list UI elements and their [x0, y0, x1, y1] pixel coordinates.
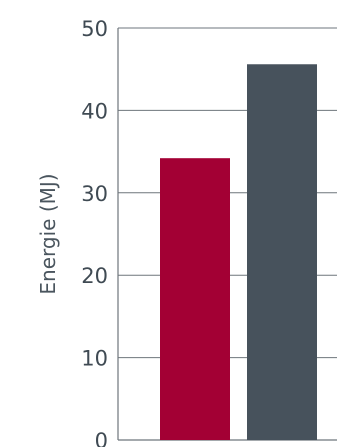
y-tick-label: 50: [81, 17, 108, 41]
bar-1: [160, 158, 230, 440]
y-axis-label: Energie (MJ): [36, 173, 60, 294]
y-tick-label: 0: [95, 429, 108, 447]
y-tick-label: 40: [81, 99, 108, 123]
y-tick-label: 30: [81, 182, 108, 206]
y-tick-label: 20: [81, 264, 108, 288]
bar-2: [247, 64, 317, 441]
y-tick-label: 10: [81, 347, 108, 371]
y-axis: 0 10 20 30 40 50: [81, 17, 119, 447]
bars: [160, 64, 317, 441]
